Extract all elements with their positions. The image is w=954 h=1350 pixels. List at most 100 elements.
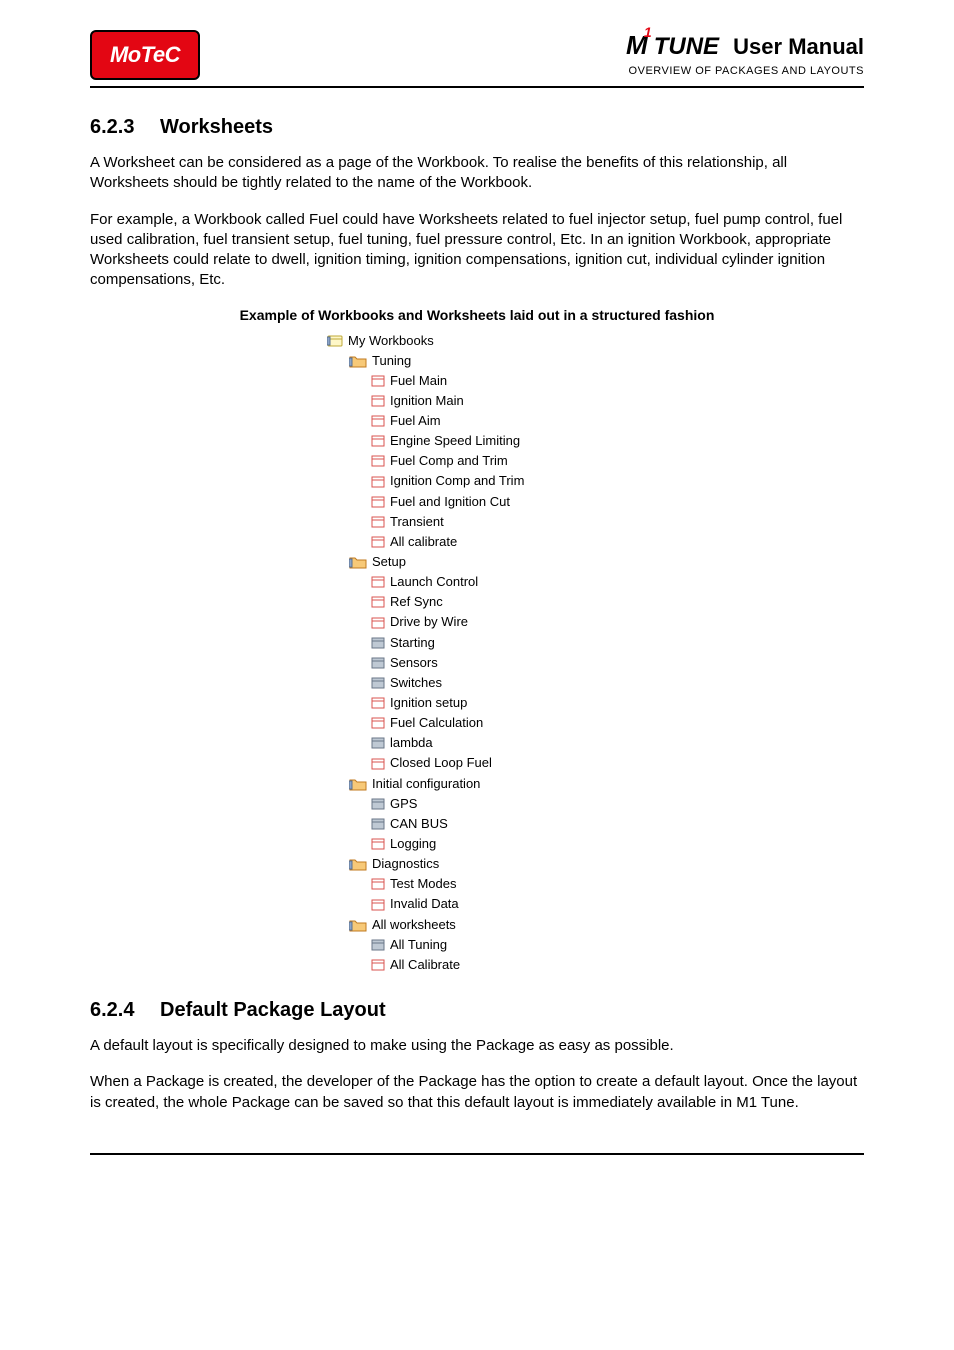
tree-worksheet[interactable]: All calibrate — [327, 532, 627, 552]
tree-worksheet-label: Fuel and Ignition Cut — [390, 492, 510, 512]
tree-worksheet-label: Launch Control — [390, 572, 478, 592]
tree-worksheet-label: Fuel Main — [390, 371, 447, 391]
worksheet-icon — [371, 496, 385, 508]
tree-worksheet[interactable]: Test Modes — [327, 874, 627, 894]
tree-worksheet-label: All Tuning — [390, 935, 447, 955]
worksheet-icon — [371, 818, 385, 830]
worksheet-icon — [371, 536, 385, 548]
tree-worksheet-label: Ignition setup — [390, 693, 467, 713]
tree-worksheet[interactable]: Fuel Comp and Trim — [327, 451, 627, 471]
tree-worksheet[interactable]: Switches — [327, 673, 627, 693]
tree-workbook-label: Tuning — [372, 351, 411, 371]
tree-worksheet-label: Fuel Calculation — [390, 713, 483, 733]
tree-worksheet[interactable]: Ignition Main — [327, 391, 627, 411]
tree-worksheet-label: Closed Loop Fuel — [390, 753, 492, 773]
figure-caption: Example of Workbooks and Worksheets laid… — [90, 307, 864, 323]
tree-worksheet[interactable]: Invalid Data — [327, 894, 627, 914]
tree-workbook[interactable]: All worksheets — [327, 915, 627, 935]
tree-worksheet[interactable]: All Calibrate — [327, 955, 627, 975]
tree-worksheet[interactable]: Ref Sync — [327, 592, 627, 612]
section-number: 6.2.4 — [90, 999, 160, 1022]
tree-worksheet[interactable]: All Tuning — [327, 935, 627, 955]
tree-worksheet[interactable]: Fuel and Ignition Cut — [327, 492, 627, 512]
worksheet-icon — [371, 899, 385, 911]
section-number: 6.2.3 — [90, 116, 160, 139]
tree-worksheet[interactable]: Sensors — [327, 653, 627, 673]
tree-worksheet[interactable]: Ignition Comp and Trim — [327, 471, 627, 491]
tree-worksheet-label: Ref Sync — [390, 592, 443, 612]
motec-logo: MoTeC — [90, 30, 200, 80]
worksheet-icon — [371, 637, 385, 649]
title-text: User Manual — [733, 34, 864, 59]
tree-worksheet[interactable]: Fuel Main — [327, 371, 627, 391]
footer-rule — [90, 1153, 864, 1155]
tree-worksheet[interactable]: Starting — [327, 633, 627, 653]
tree-workbook-label: All worksheets — [372, 915, 456, 935]
tree-worksheet-label: Invalid Data — [390, 894, 459, 914]
tree-worksheet-label: GPS — [390, 794, 417, 814]
root-icon — [327, 334, 343, 348]
tree-worksheet-label: Fuel Aim — [390, 411, 441, 431]
worksheet-icon — [371, 455, 385, 467]
tree-worksheet[interactable]: Fuel Calculation — [327, 713, 627, 733]
tree-worksheet-label: CAN BUS — [390, 814, 448, 834]
worksheet-icon — [371, 435, 385, 447]
worksheet-icon — [371, 375, 385, 387]
tree-worksheet[interactable]: Engine Speed Limiting — [327, 431, 627, 451]
tree-worksheet[interactable]: Transient — [327, 512, 627, 532]
tree-worksheet-label: Logging — [390, 834, 436, 854]
worksheet-icon — [371, 878, 385, 890]
tree-worksheet[interactable]: GPS — [327, 794, 627, 814]
brand-m: M — [626, 30, 648, 60]
worksheet-icon — [371, 657, 385, 669]
paragraph: A default layout is specifically designe… — [90, 1036, 864, 1056]
worksheet-icon — [371, 959, 385, 971]
paragraph: For example, a Workbook called Fuel coul… — [90, 210, 864, 291]
tree-worksheet-label: Sensors — [390, 653, 438, 673]
tree-root[interactable]: My Workbooks — [327, 331, 627, 351]
worksheet-icon — [371, 596, 385, 608]
worksheet-icon — [371, 717, 385, 729]
page-header: MoTeC MTUNE User Manual OVERVIEW OF PACK… — [90, 30, 864, 88]
worksheet-icon — [371, 677, 385, 689]
worksheet-icon — [371, 697, 385, 709]
tree-worksheet[interactable]: Launch Control — [327, 572, 627, 592]
workbook-icon — [349, 918, 367, 932]
section-title: Worksheets — [160, 116, 273, 138]
tree-worksheet-label: lambda — [390, 733, 433, 753]
tree-worksheet[interactable]: lambda — [327, 733, 627, 753]
workbook-tree: My WorkbooksTuningFuel MainIgnition Main… — [327, 331, 627, 976]
tree-workbook[interactable]: Initial configuration — [327, 774, 627, 794]
paragraph: When a Package is created, the developer… — [90, 1072, 864, 1113]
tree-worksheet-label: Ignition Comp and Trim — [390, 471, 524, 491]
tree-worksheet[interactable]: Drive by Wire — [327, 612, 627, 632]
tree-workbook[interactable]: Tuning — [327, 351, 627, 371]
tree-workbook[interactable]: Setup — [327, 552, 627, 572]
tree-worksheet-label: Fuel Comp and Trim — [390, 451, 508, 471]
workbook-icon — [349, 555, 367, 569]
tree-workbook-label: Setup — [372, 552, 406, 572]
tree-worksheet-label: Starting — [390, 633, 435, 653]
section-heading-worksheets: 6.2.3Worksheets — [90, 116, 864, 139]
section-heading-default-layout: 6.2.4Default Package Layout — [90, 999, 864, 1022]
worksheet-icon — [371, 516, 385, 528]
tree-worksheet[interactable]: CAN BUS — [327, 814, 627, 834]
tree-workbook[interactable]: Diagnostics — [327, 854, 627, 874]
worksheet-icon — [371, 617, 385, 629]
tree-workbook-label: Diagnostics — [372, 854, 439, 874]
paragraph: A Worksheet can be considered as a page … — [90, 153, 864, 194]
worksheet-icon — [371, 395, 385, 407]
worksheet-icon — [371, 737, 385, 749]
worksheet-icon — [371, 415, 385, 427]
tree-worksheet-label: Drive by Wire — [390, 612, 468, 632]
worksheet-icon — [371, 939, 385, 951]
worksheet-icon — [371, 758, 385, 770]
brand-tune: TUNE — [654, 33, 719, 60]
tree-worksheet-label: Switches — [390, 673, 442, 693]
tree-worksheet[interactable]: Fuel Aim — [327, 411, 627, 431]
tree-worksheet[interactable]: Ignition setup — [327, 693, 627, 713]
tree-worksheet[interactable]: Closed Loop Fuel — [327, 753, 627, 773]
workbook-icon — [349, 857, 367, 871]
tree-worksheet-label: Engine Speed Limiting — [390, 431, 520, 451]
tree-worksheet[interactable]: Logging — [327, 834, 627, 854]
